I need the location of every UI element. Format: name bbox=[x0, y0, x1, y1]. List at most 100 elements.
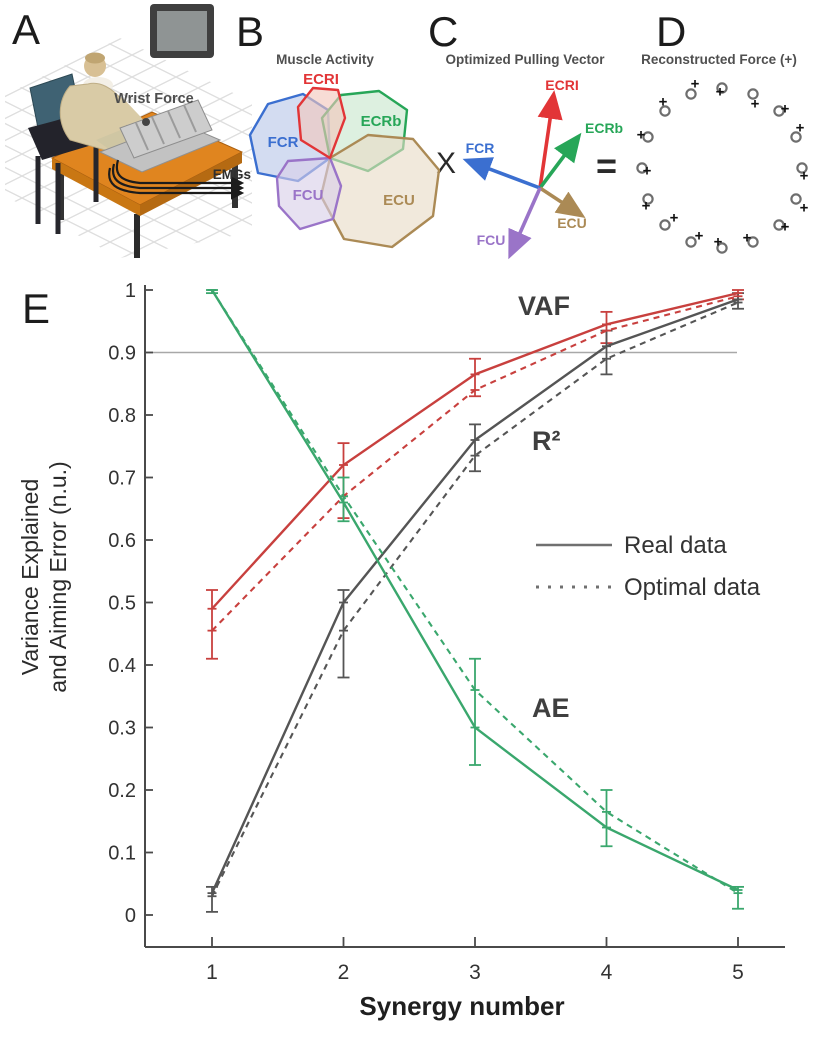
reconstructed-force-plus: + bbox=[714, 234, 723, 251]
reconstructed-force-plus: + bbox=[670, 210, 679, 227]
legend-label-optimal-data: Optimal data bbox=[624, 574, 761, 601]
reconstructed-force-plus: + bbox=[743, 230, 752, 247]
emgs-label: EMGs bbox=[213, 167, 251, 182]
target-circle bbox=[790, 131, 802, 143]
reconstructed-force-plus: + bbox=[781, 219, 790, 236]
panel-d-title: Reconstructed Force (+) bbox=[641, 52, 797, 67]
panel-d-force-ring: + + + + + + + + + + + + + + + + bbox=[636, 76, 809, 254]
target-circle bbox=[773, 219, 785, 231]
legend-label-real-data: Real data bbox=[624, 532, 727, 559]
target-circle bbox=[747, 88, 759, 100]
annotation-vaf: VAF bbox=[518, 291, 570, 321]
series-line-ae-optimal-data bbox=[211, 289, 739, 895]
muscle-label-ecrb: ECRb bbox=[361, 113, 402, 130]
panel-c-pulling-vectors: ECRI ECRb FCR ECU FCU bbox=[462, 77, 623, 260]
reconstructed-force-plus: + bbox=[716, 84, 725, 101]
x-tick-label: 4 bbox=[601, 961, 613, 984]
annotation-r: R² bbox=[532, 426, 561, 456]
vector-label-ecri: ECRI bbox=[545, 77, 578, 93]
multiply-operator: X bbox=[436, 147, 456, 180]
reconstructed-force-plus: + bbox=[642, 198, 651, 215]
reconstructed-force-plus: + bbox=[781, 101, 790, 118]
vector-label-ecu: ECU bbox=[557, 215, 587, 231]
y-tick-label: 0.9 bbox=[108, 343, 136, 365]
y-tick-label: 0.1 bbox=[108, 843, 136, 865]
reconstructed-force-plus: + bbox=[800, 200, 809, 217]
reconstructed-force-plus: + bbox=[643, 163, 652, 180]
target-circle bbox=[773, 105, 785, 117]
target-circle bbox=[659, 219, 671, 231]
reconstructed-force-plus: + bbox=[796, 120, 805, 137]
reconstructed-force-plus: + bbox=[637, 127, 646, 144]
panel-c-letter: C bbox=[428, 8, 458, 55]
muscle-label-ecri: ECRI bbox=[303, 71, 339, 88]
x-axis-title: Synergy number bbox=[359, 991, 564, 1021]
panel-a-letter: A bbox=[12, 6, 40, 53]
target-circle bbox=[659, 105, 671, 117]
vector-ecri bbox=[537, 90, 563, 189]
vector-fcr bbox=[462, 157, 541, 190]
error-bar-r2-real-data bbox=[469, 423, 481, 473]
panel-e-letter: E bbox=[22, 285, 50, 332]
series-line-ae-real-data bbox=[210, 289, 739, 892]
panel-e-chart-svg: E 0 0.1 0.2 0.3 0.4 0.5 0.6 0.7 0.8 0.9 1 1 2 3 4 5 VAF R… bbox=[17, 280, 785, 1021]
x-tick-label: 3 bbox=[469, 961, 481, 984]
error-bar-ae-real-data bbox=[337, 476, 350, 523]
y-axis-title-line2: and Aiming Error (n.u.) bbox=[45, 461, 71, 692]
target-circle bbox=[716, 82, 728, 94]
series-line-r2-optimal-data bbox=[211, 301, 739, 897]
emg-cables bbox=[108, 159, 245, 200]
muscle-label-ecu: ECU bbox=[383, 192, 415, 209]
y-tick-label: 0.5 bbox=[108, 593, 136, 615]
y-tick-label: 0.8 bbox=[108, 405, 136, 427]
wrist-device bbox=[98, 99, 222, 173]
reconstructed-force-plus: + bbox=[695, 228, 704, 245]
target-circle bbox=[685, 88, 697, 100]
equals-operator: = bbox=[596, 145, 617, 186]
vector-ecu bbox=[539, 186, 586, 218]
y-tick-label: 0.6 bbox=[108, 530, 136, 552]
target-circle bbox=[790, 193, 802, 205]
vector-ecrb bbox=[538, 132, 582, 190]
series-line-vaf-real-data bbox=[211, 291, 739, 610]
y-tick-label: 0.7 bbox=[108, 468, 136, 490]
x-tick-label: 5 bbox=[732, 961, 744, 984]
vector-label-fcr: FCR bbox=[466, 140, 495, 156]
target-circle bbox=[642, 131, 654, 143]
series-line-vaf-optimal-data bbox=[211, 295, 739, 632]
reconstructed-force-plus: + bbox=[691, 76, 700, 93]
wrist-force-label: Wrist Force bbox=[114, 91, 194, 107]
target-circle bbox=[642, 193, 654, 205]
series-line-r2-real-data bbox=[210, 298, 739, 894]
reconstructed-force-plus: + bbox=[659, 94, 668, 111]
monitor bbox=[150, 4, 214, 58]
muscle-label-fcu: FCU bbox=[293, 187, 324, 204]
muscle-label-fcr: FCR bbox=[268, 134, 299, 151]
y-axis-title-line1: Variance Explained bbox=[17, 479, 43, 675]
reconstructed-force-plus: + bbox=[751, 96, 760, 113]
panel-b-title: Muscle Activity bbox=[276, 52, 374, 67]
reconstructed-force-plus: + bbox=[800, 168, 809, 185]
panel-d-letter: D bbox=[656, 8, 686, 55]
top-panels-svg: Wrist Force EMGs A B C D Muscle Activity… bbox=[5, 4, 809, 260]
muscle-region-ecri bbox=[296, 86, 347, 160]
target-circle bbox=[796, 162, 808, 174]
y-tick-label: 0.2 bbox=[108, 780, 136, 802]
y-tick-label: 0.3 bbox=[108, 718, 136, 740]
panel-c-title: Optimized Pulling Vector bbox=[445, 52, 605, 67]
annotation-ae: AE bbox=[532, 693, 570, 723]
y-tick-label: 1 bbox=[125, 280, 136, 302]
y-tick-label: 0 bbox=[125, 905, 136, 927]
vector-label-fcu: FCU bbox=[477, 232, 506, 248]
error-bar-ae-real-data bbox=[469, 657, 481, 766]
muscle-region-fcu bbox=[275, 156, 343, 231]
panel-b-letter: B bbox=[236, 8, 264, 55]
vector-fcu bbox=[508, 187, 542, 260]
vector-label-ecrb: ECRb bbox=[585, 120, 623, 136]
x-tick-label: 2 bbox=[338, 961, 350, 984]
panel-a-setup-illustration: Wrist Force EMGs bbox=[5, 4, 252, 258]
target-circle bbox=[716, 242, 728, 254]
chart-plot-area: 0 0.1 0.2 0.3 0.4 0.5 0.6 0.7 0.8 0.9 1 1 2 3 4 5 VAF R² A… bbox=[108, 280, 785, 984]
x-tick-label: 1 bbox=[206, 961, 218, 984]
